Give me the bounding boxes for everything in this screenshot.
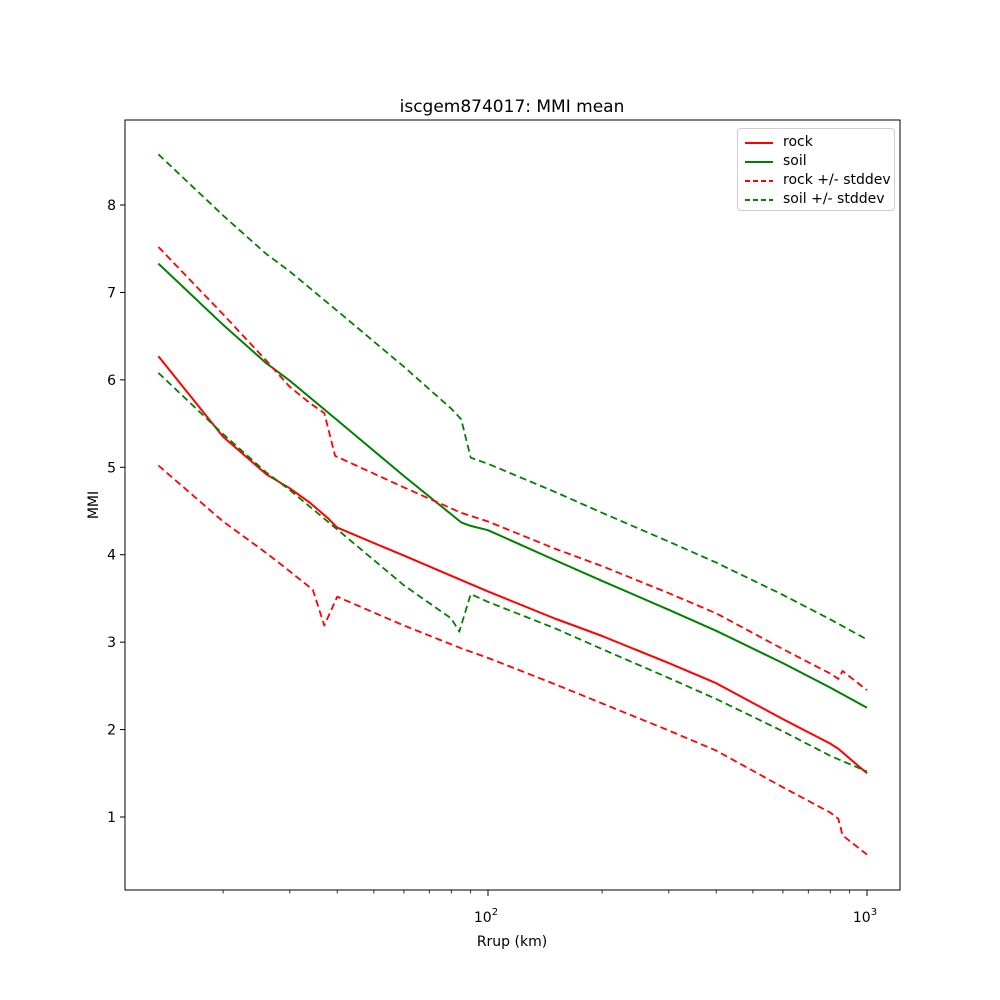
legend-entry: rock	[744, 133, 894, 152]
y-tick-label: 4	[107, 548, 116, 564]
chart-title: iscgem874017: MMI mean	[400, 97, 625, 117]
series-layer	[157, 153, 868, 856]
legend-entry: soil +/- stddev	[744, 190, 894, 209]
legend-entry: soil	[744, 152, 894, 171]
legend-line-sample	[745, 198, 773, 201]
y-axis-label: MMI	[86, 491, 102, 519]
series-rock-stddev	[157, 464, 868, 856]
x-tick-label: 102	[474, 907, 498, 926]
x-tick-label: 103	[853, 907, 877, 926]
y-tick-label: 5	[107, 460, 116, 476]
legend-label: soil +/- stddev	[783, 191, 885, 207]
series-soil	[157, 262, 868, 709]
series-rock	[157, 355, 868, 775]
legend-line-sample	[745, 179, 773, 182]
y-tick-label: 8	[107, 198, 116, 214]
y-tick-label: 1	[107, 810, 116, 826]
legend-label: soil	[783, 153, 807, 169]
series-soil-stddev	[157, 153, 868, 641]
legend-label: rock	[783, 134, 813, 150]
y-tick-label: 7	[107, 285, 116, 301]
x-axis-label: Rrup (km)	[477, 934, 547, 950]
axes-frame	[124, 119, 901, 891]
y-tick-label: 6	[107, 373, 116, 389]
legend-line-sample	[745, 160, 773, 163]
legend: rock soil rock +/- stddev soil +/- stddev	[737, 128, 895, 211]
series-soil-stddev	[157, 372, 868, 773]
series-rock-stddev	[157, 246, 868, 691]
legend-entry: rock +/- stddev	[744, 171, 894, 190]
y-tick-label: 2	[107, 723, 116, 739]
y-tick-label: 3	[107, 635, 116, 651]
legend-label: rock +/- stddev	[783, 172, 891, 188]
axes-layer: 1 2 3 4 5 6 7 8 102 103	[107, 119, 901, 926]
legend-line-sample	[745, 141, 773, 144]
